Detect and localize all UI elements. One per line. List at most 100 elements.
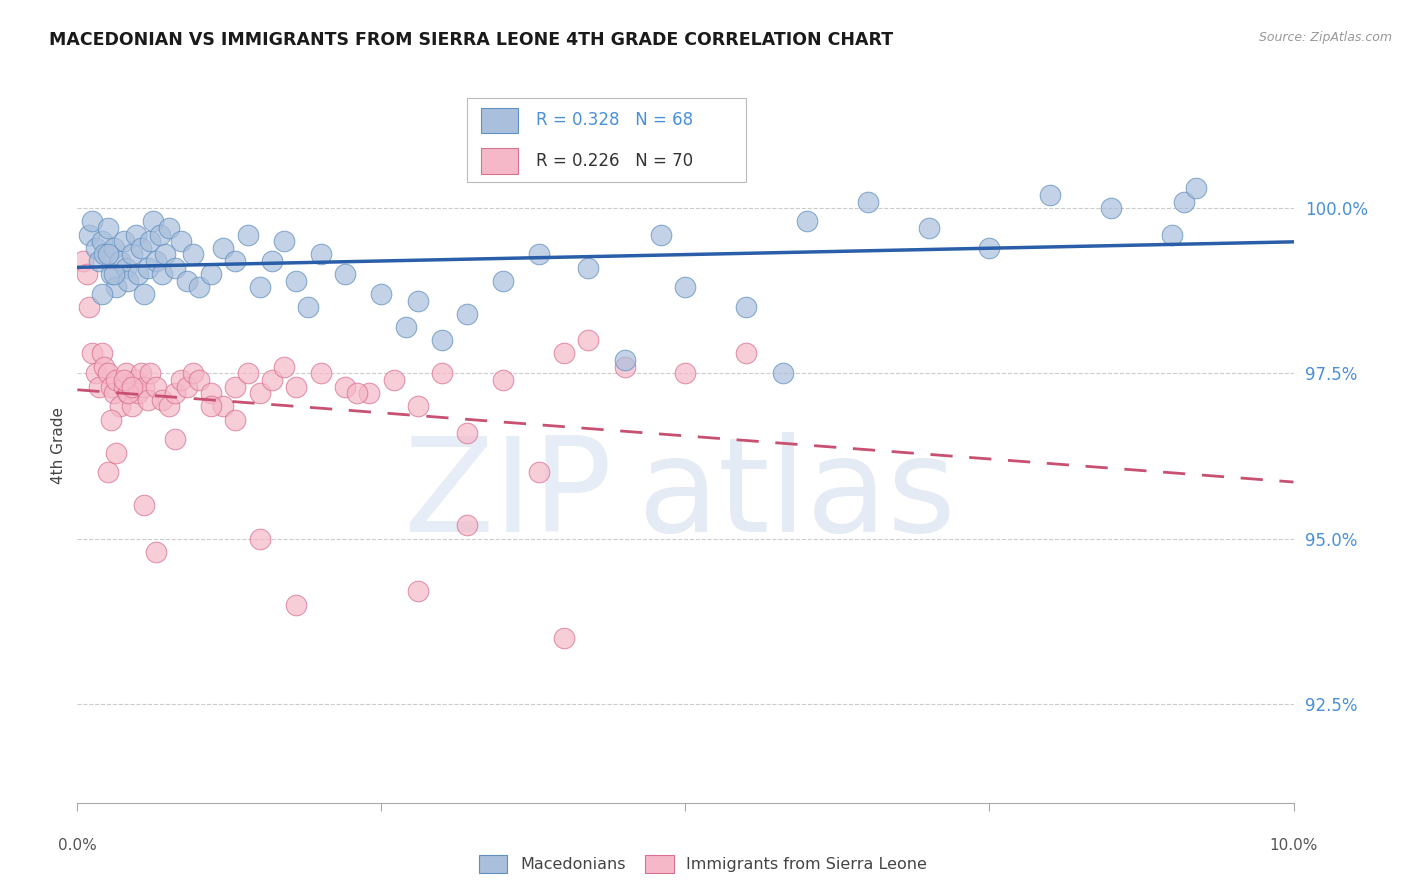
Point [370, 287, 392, 301]
Point [157, 400, 180, 414]
Point [125, 373, 148, 387]
Point [163, 260, 186, 275]
Text: 10.0%: 10.0% [1270, 838, 1317, 854]
Point [297, 300, 319, 314]
Point [121, 247, 143, 261]
Point [129, 241, 152, 255]
Point [103, 386, 125, 401]
Point [395, 320, 418, 334]
Text: R = 0.328   N = 68: R = 0.328 N = 68 [536, 112, 693, 129]
Point [176, 379, 198, 393]
FancyBboxPatch shape [481, 148, 517, 174]
Text: R = 0.226   N = 70: R = 0.226 N = 70 [536, 152, 693, 169]
Point [170, 234, 193, 248]
Point [1173, 194, 1195, 209]
Point [249, 386, 271, 401]
Text: ZIP: ZIP [404, 433, 613, 559]
Text: atlas: atlas [637, 433, 956, 559]
FancyBboxPatch shape [467, 98, 747, 182]
Point [139, 234, 162, 248]
Point [139, 367, 162, 381]
Point [84, 367, 107, 381]
Point [121, 379, 143, 393]
Point [650, 227, 672, 242]
Point [127, 386, 149, 401]
Point [90, 346, 112, 360]
Point [145, 254, 167, 268]
Point [90, 287, 112, 301]
Point [224, 379, 246, 393]
Point [918, 221, 941, 235]
Point [176, 274, 198, 288]
Point [80, 214, 103, 228]
Point [181, 367, 204, 381]
Point [456, 518, 478, 533]
Point [136, 392, 159, 407]
Point [796, 214, 818, 228]
Point [188, 280, 211, 294]
Text: MACEDONIAN VS IMMIGRANTS FROM SIERRA LEONE 4TH GRADE CORRELATION CHART: MACEDONIAN VS IMMIGRANTS FROM SIERRA LEO… [49, 31, 893, 49]
Point [406, 400, 429, 414]
Point [117, 386, 139, 401]
Point [170, 373, 193, 387]
Point [456, 425, 478, 440]
Point [236, 227, 259, 242]
Point [200, 386, 222, 401]
Point [121, 400, 143, 414]
Point [735, 346, 758, 360]
Point [613, 353, 636, 368]
Point [157, 221, 180, 235]
Point [553, 631, 575, 645]
Point [181, 247, 204, 261]
Point [112, 379, 135, 393]
Point [346, 386, 368, 401]
Point [285, 598, 308, 612]
Point [212, 400, 235, 414]
Point [76, 267, 98, 281]
Point [134, 499, 156, 513]
Point [145, 545, 167, 559]
Point [1039, 188, 1062, 202]
Point [97, 367, 120, 381]
Point [89, 254, 111, 268]
Point [979, 241, 1001, 255]
Point [260, 254, 283, 268]
Point [80, 346, 103, 360]
Point [115, 367, 138, 381]
Point [163, 386, 186, 401]
Point [285, 274, 308, 288]
Point [97, 221, 120, 235]
Point [84, 241, 107, 255]
Point [553, 346, 575, 360]
Point [127, 267, 149, 281]
Point [772, 367, 794, 381]
Point [105, 373, 128, 387]
Point [735, 300, 758, 314]
Point [100, 267, 122, 281]
Point [675, 367, 697, 381]
Point [125, 227, 148, 242]
Point [90, 234, 112, 248]
Point [152, 392, 174, 407]
Point [285, 379, 308, 393]
Point [149, 227, 172, 242]
Point [188, 373, 211, 387]
Point [112, 373, 135, 387]
Point [273, 234, 295, 248]
Point [576, 260, 599, 275]
Point [456, 307, 478, 321]
Point [136, 260, 159, 275]
Point [249, 280, 271, 294]
Text: 0.0%: 0.0% [58, 838, 97, 854]
Point [97, 466, 120, 480]
Point [108, 400, 131, 414]
Point [200, 400, 222, 414]
Point [103, 241, 125, 255]
Point [1161, 227, 1184, 242]
Y-axis label: 4th Grade: 4th Grade [51, 408, 66, 484]
Point [492, 373, 515, 387]
Point [117, 274, 139, 288]
Point [529, 466, 551, 480]
Point [142, 214, 165, 228]
Point [134, 287, 156, 301]
